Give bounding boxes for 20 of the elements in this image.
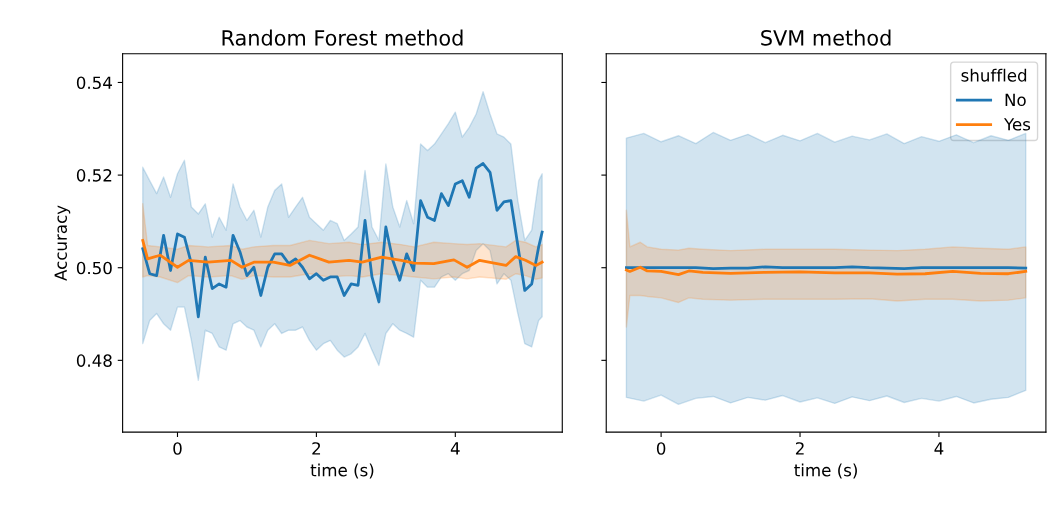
x-tick-label: 4 (450, 442, 460, 455)
x-tick-label: 2 (312, 442, 321, 455)
chart-title: SVM method (761, 29, 891, 46)
line-series (141, 239, 544, 269)
x-tick-label: 0 (656, 442, 666, 455)
x-axis-title: time (s) (310, 463, 374, 479)
x-axis-title: time (s) (794, 463, 857, 479)
chart-title: Random Forest method (222, 29, 463, 46)
legend-title: shuffled (961, 68, 1027, 82)
x-tick-label: 0 (173, 442, 182, 455)
y-tick-label: 0.50 (76, 261, 112, 275)
x-tick-label: 2 (795, 442, 804, 455)
x-tick-label: 4 (934, 442, 944, 455)
line-series (141, 162, 544, 319)
y-tick-label: 0.54 (76, 76, 112, 90)
y-axis-title: Accuracy (54, 205, 71, 281)
y-tick-label: 0.52 (76, 169, 112, 182)
legend-label: Yes (1003, 118, 1031, 131)
y-tick-label: 0.48 (76, 354, 112, 367)
legend-label: No (1005, 93, 1026, 107)
